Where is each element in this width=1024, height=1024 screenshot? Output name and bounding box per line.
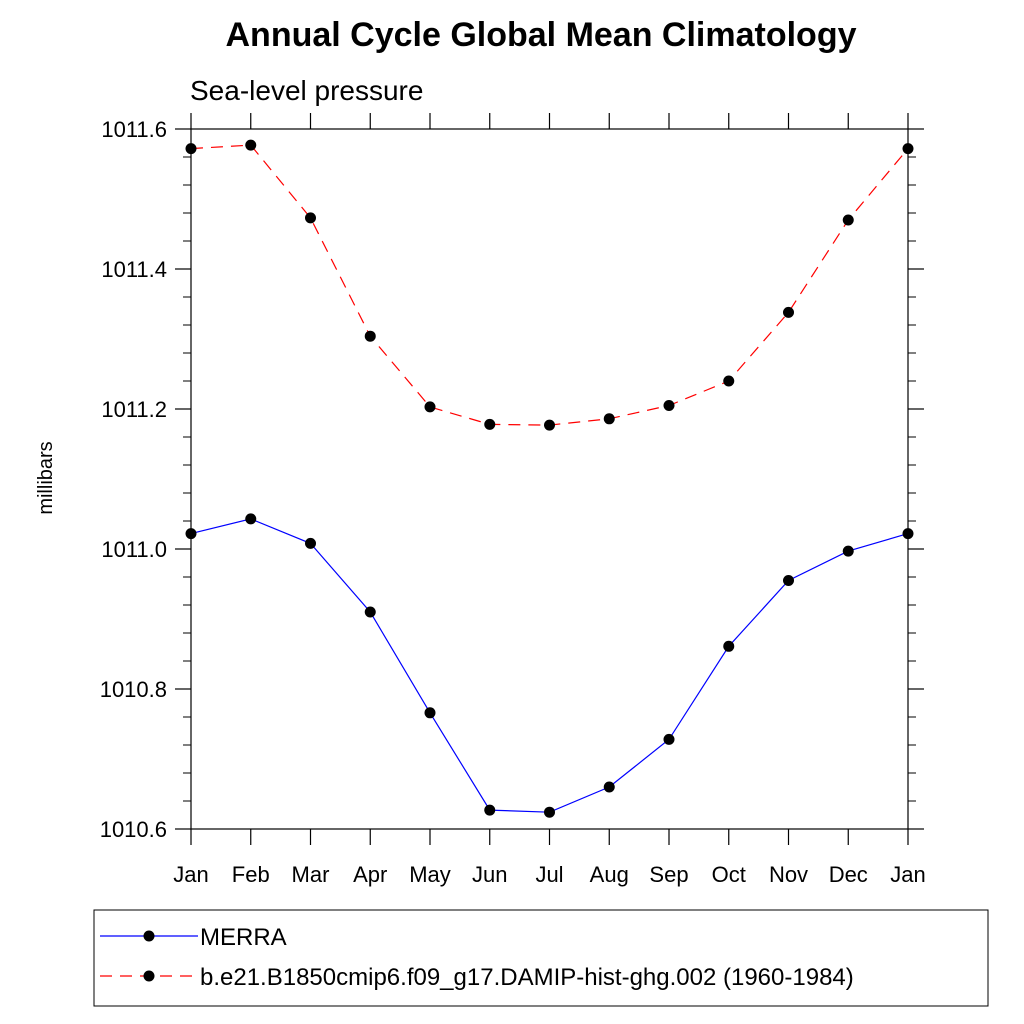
series-0-point <box>364 606 376 618</box>
chart-subtitle: Sea-level pressure <box>190 75 423 106</box>
series-1-point <box>245 139 257 151</box>
legend-label-model: b.e21.B1850cmip6.f09_g17.DAMIP-hist-ghg.… <box>200 964 854 991</box>
x-tick-label: Apr <box>353 862 387 887</box>
plot-frame <box>190 128 909 830</box>
series-0-point <box>484 804 496 816</box>
y-tick-label: 1011.4 <box>101 257 167 282</box>
series-0-point <box>185 528 197 540</box>
series-1-point <box>185 143 197 155</box>
x-tick-label: Feb <box>232 862 270 887</box>
series-1-point <box>603 413 615 425</box>
y-tick-label: 1010.8 <box>100 677 167 702</box>
series-1-point <box>723 375 735 387</box>
legend: MERRA b.e21.B1850cmip6.f09_g17.DAMIP-his… <box>93 909 989 1007</box>
x-tick-label: Oct <box>712 862 746 887</box>
y-axis: 1010.6 1010.8 1011.0 1011.2 1011.4 1011.6 <box>100 117 924 842</box>
y-tick-label: 1011.2 <box>101 397 167 422</box>
x-tick-label: Aug <box>590 862 629 887</box>
series-0-point <box>424 707 436 719</box>
legend-marker-model <box>143 970 155 982</box>
x-tick-label: Jul <box>535 862 563 887</box>
series-0-point <box>305 537 316 549</box>
series-1-point <box>902 143 914 155</box>
series-0-point <box>902 528 914 540</box>
x-tick-label: Jan <box>890 862 925 887</box>
x-tick-label: May <box>409 862 451 887</box>
series-1-point <box>544 419 555 431</box>
series-0-point <box>723 640 735 652</box>
x-axis: Jan Feb Mar Apr May Jun Jul Aug Sep Oct Nov Dec Jan <box>173 113 926 887</box>
x-tick-label: Mar <box>292 862 330 887</box>
x-tick-label: Jun <box>472 862 507 887</box>
series-0-point <box>842 545 854 557</box>
series-1-point <box>783 306 794 318</box>
series-line-1 <box>190 144 909 426</box>
series-1-point <box>364 330 376 342</box>
series-layer <box>185 139 914 818</box>
series-line-0 <box>190 518 909 813</box>
y-tick-label: 1010.6 <box>100 817 167 842</box>
x-tick-label: Sep <box>649 862 688 887</box>
series-0-point <box>603 781 615 793</box>
y-axis-label: millibars <box>35 441 57 514</box>
legend-box <box>93 909 989 1007</box>
chart-title: Annual Cycle Global Mean Climatology <box>226 16 857 54</box>
x-tick-label: Dec <box>829 862 868 887</box>
series-1-point <box>663 400 675 411</box>
series-0-point <box>544 806 555 818</box>
legend-label-merra: MERRA <box>200 924 287 951</box>
y-tick-label: 1011.6 <box>101 117 167 142</box>
series-1-point <box>842 214 854 226</box>
series-0-point <box>663 733 675 745</box>
y-tick-label: 1011.0 <box>101 537 167 562</box>
series-0-point <box>245 513 257 525</box>
x-tick-label: Nov <box>769 862 808 887</box>
legend-marker-merra <box>143 930 155 942</box>
series-1-point <box>424 401 436 413</box>
series-1-point <box>305 212 316 224</box>
series-0-point <box>783 575 794 586</box>
series-1-point <box>484 418 496 430</box>
x-tick-label: Jan <box>173 862 208 887</box>
